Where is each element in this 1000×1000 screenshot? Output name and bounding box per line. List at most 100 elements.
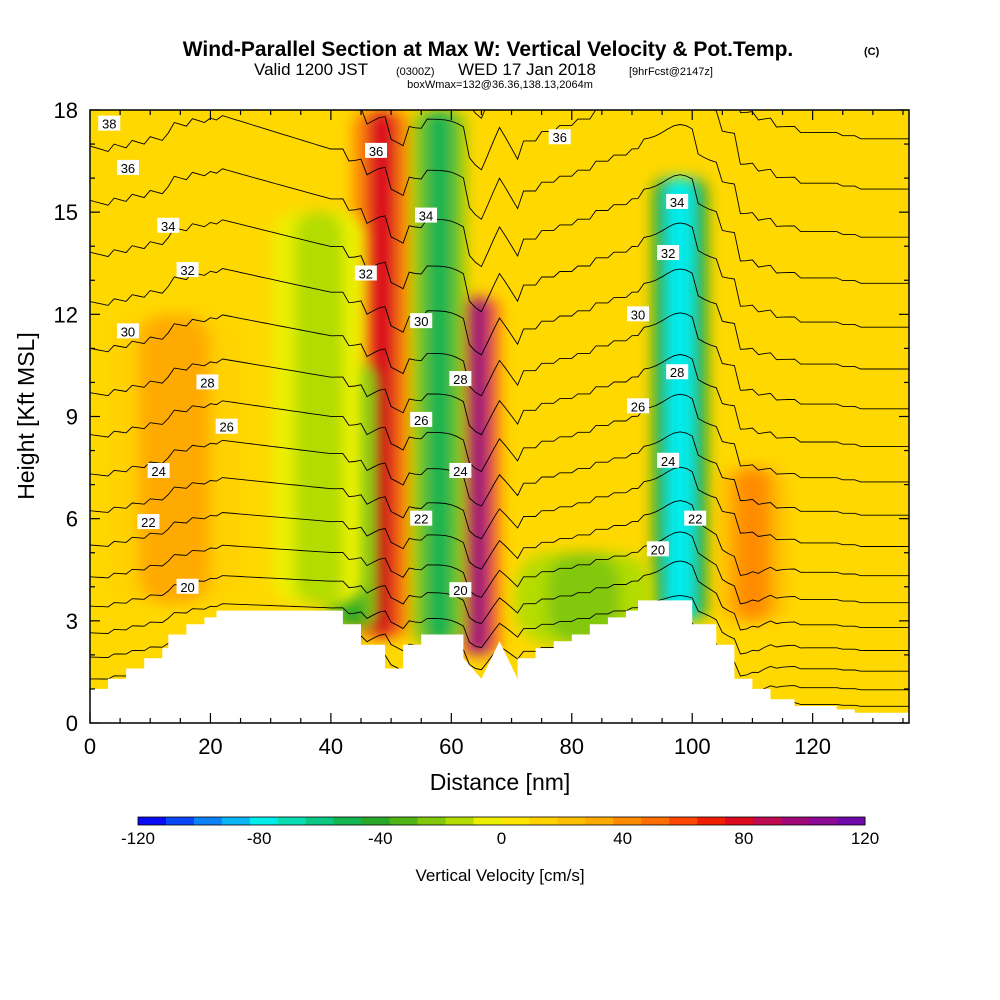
x-tick-label-40: 40 — [319, 734, 343, 759]
colorbar-swatch-7 — [333, 817, 363, 825]
contour-label-34: 34 — [415, 207, 438, 224]
svg-text:32: 32 — [180, 263, 194, 278]
contour-label-28: 28 — [449, 371, 472, 387]
y-tick-label-3: 3 — [66, 609, 78, 634]
svg-text:34: 34 — [419, 209, 433, 224]
theta-contour-22 — [90, 595, 909, 655]
theta-contour-33 — [90, 168, 909, 284]
x-tick-label-20: 20 — [198, 734, 222, 759]
contour-label-34: 34 — [157, 217, 180, 234]
y-tick-label-15: 15 — [54, 200, 78, 225]
colorbar-swatch-6 — [305, 817, 335, 825]
plot-area: 38 36 34 32 30 28 26 24 22 20 36 34 32 30 28 26 24 22 20 36… — [90, 0, 909, 723]
colorbar-swatch-21 — [725, 817, 754, 825]
contour-label-28: 28 — [196, 374, 219, 390]
x-tick-label-100: 100 — [674, 734, 711, 759]
colorbar-tick-0: 0 — [497, 829, 506, 848]
colorbar-swatch-8 — [361, 817, 391, 825]
x-tick-label-0: 0 — [84, 734, 96, 759]
x-tick-label-120: 120 — [794, 734, 831, 759]
y-tick-label-9: 9 — [66, 405, 78, 430]
contour-label-36: 36 — [116, 159, 139, 176]
svg-text:24: 24 — [453, 464, 467, 479]
svg-text:20: 20 — [453, 583, 467, 598]
svg-text:22: 22 — [141, 515, 155, 530]
forecast-info: [9hrFcst@2147z] — [629, 66, 713, 78]
colorbar-swatch-9 — [389, 817, 419, 825]
theta-contour-28 — [90, 393, 909, 483]
theta-contour-36 — [472, 110, 909, 140]
colorbar-swatch-13 — [501, 817, 530, 825]
y-tick-label-12: 12 — [54, 302, 78, 327]
colorbar-swatch-17 — [613, 817, 642, 825]
terrain — [90, 600, 909, 723]
contour-label-20: 20 — [646, 541, 669, 557]
velocity-feature-7 — [273, 212, 365, 604]
svg-text:34: 34 — [670, 195, 684, 210]
colorbar-swatch-23 — [781, 817, 810, 825]
copyright-mark: (C) — [864, 46, 880, 58]
svg-text:28: 28 — [200, 375, 214, 390]
theta-contour-26 — [90, 466, 909, 547]
colorbar-label: Vertical Velocity [cm/s] — [415, 866, 584, 885]
svg-text:20: 20 — [180, 580, 194, 595]
svg-text:24: 24 — [151, 464, 165, 479]
theta-contour-27 — [90, 431, 909, 516]
velocity-feature-6 — [105, 314, 243, 604]
theta-contour-34 — [90, 115, 909, 238]
contour-label-22: 22 — [137, 514, 160, 530]
contour-label-24: 24 — [147, 462, 170, 479]
contour-label-22: 22 — [684, 510, 707, 527]
contour-label-30: 30 — [627, 306, 650, 322]
svg-text:22: 22 — [414, 512, 428, 527]
colorbar-swatch-4 — [249, 817, 279, 825]
colorbar-swatch-22 — [753, 817, 782, 825]
colorbar-tick-120: 120 — [851, 829, 879, 848]
contour-label-36: 36 — [548, 129, 571, 145]
colorbar — [137, 816, 866, 826]
theta-contour-29 — [90, 354, 909, 447]
box-wmax-info: boxWmax=132@36.36,138.13,2064m — [407, 79, 593, 91]
svg-text:34: 34 — [161, 219, 175, 234]
theta-contour-38 — [90, 0, 909, 32]
y-tick-label-18: 18 — [54, 98, 78, 123]
svg-text:26: 26 — [414, 413, 428, 428]
x-tick-label-60: 60 — [439, 734, 463, 759]
contour-label-26: 26 — [627, 398, 650, 414]
svg-text:26: 26 — [631, 399, 645, 414]
svg-text:24: 24 — [661, 454, 675, 469]
contour-label-34: 34 — [666, 193, 689, 210]
theta-contour-23 — [90, 560, 909, 631]
x-tick-label-80: 80 — [560, 734, 584, 759]
contour-label-30: 30 — [116, 323, 139, 339]
colorbar-swatch-1 — [165, 817, 195, 825]
svg-text:28: 28 — [670, 365, 684, 380]
svg-text:20: 20 — [651, 542, 665, 557]
colorbar-swatch-14 — [529, 817, 558, 825]
y-axis: 0 36 9 12 15 18 — [54, 98, 909, 736]
contour-label-20: 20 — [449, 582, 472, 598]
theta-contour-32 — [90, 219, 909, 328]
colorbar-swatch-19 — [669, 817, 698, 825]
y-tick-label-0: 0 — [66, 711, 78, 736]
colorbar-swatch-12 — [473, 817, 502, 825]
svg-text:32: 32 — [661, 246, 675, 261]
valid-time-utc: (0300Z) — [396, 66, 435, 78]
contour-label-24: 24 — [657, 452, 680, 469]
svg-text:36: 36 — [369, 144, 383, 159]
colorbar-swatch-0 — [138, 817, 167, 825]
colorbar-swatch-24 — [809, 817, 838, 825]
theta-contour-31 — [90, 268, 909, 370]
colorbar-swatch-11 — [445, 817, 475, 825]
contour-label-30: 30 — [410, 313, 433, 329]
svg-text:30: 30 — [121, 324, 135, 339]
contour-label-32: 32 — [354, 265, 377, 281]
svg-text:26: 26 — [219, 420, 233, 435]
svg-text:30: 30 — [414, 314, 428, 329]
contour-label-26: 26 — [215, 418, 238, 435]
colorbar-tick-80: 80 — [734, 829, 753, 848]
colorbar-tick--40: -40 — [368, 829, 393, 848]
colorbar-swatch-3 — [221, 817, 251, 825]
svg-text:22: 22 — [688, 512, 702, 527]
